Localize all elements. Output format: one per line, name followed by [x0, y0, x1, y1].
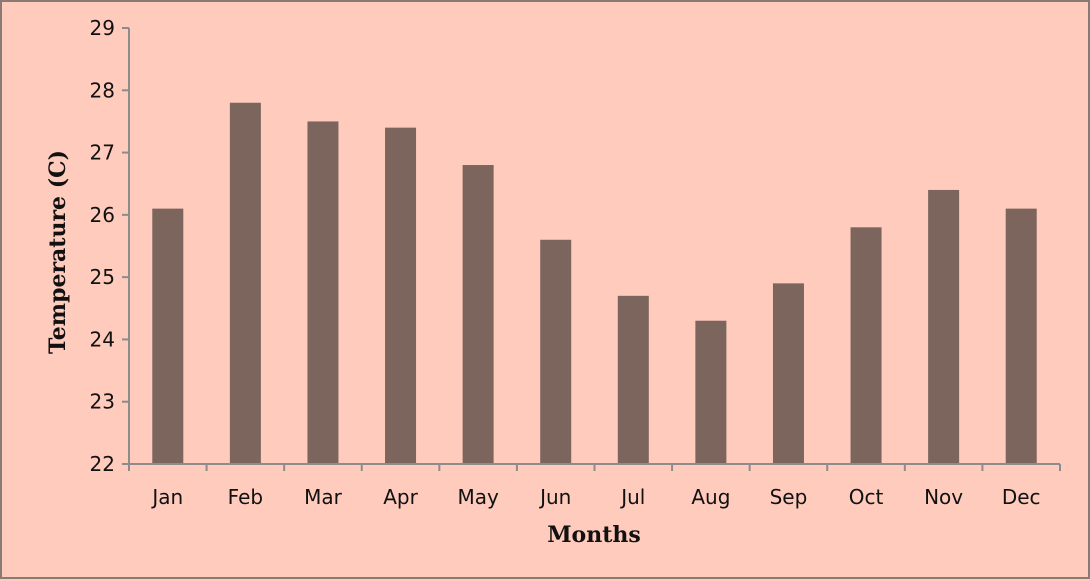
bar-feb [229, 102, 261, 464]
bar-jul [617, 295, 649, 464]
x-axis-ticks: Jan Feb Mar Apr May Jun Jul Aug Sep Oct Nov Dec [128, 464, 1061, 509]
y-axis-ticks: 22 23 24 25 26 27 28 29 [90, 16, 129, 476]
x-tick-label: Aug [691, 485, 730, 509]
bar-may [462, 165, 494, 464]
y-tick-label: 23 [90, 390, 115, 414]
bar-jun [540, 239, 572, 464]
y-tick-label: 24 [90, 327, 115, 351]
x-axis-title: Months [547, 522, 641, 548]
x-tick-label: Jul [619, 485, 645, 509]
bar-dec [1005, 208, 1037, 464]
y-tick-label: 27 [90, 141, 115, 165]
y-tick-label: 25 [90, 265, 115, 289]
x-tick-label: Nov [924, 485, 963, 509]
bar-jan [152, 208, 184, 464]
y-tick-label: 29 [90, 16, 115, 40]
x-tick-label: May [457, 485, 499, 509]
y-tick-label: 28 [90, 78, 115, 102]
y-axis-title: Temperature (C) [45, 150, 71, 354]
bar-apr [385, 127, 417, 465]
x-tick-label: Feb [228, 485, 263, 509]
bar-sep [772, 283, 804, 464]
y-tick-label: 26 [90, 203, 115, 227]
x-tick-label: Oct [849, 485, 884, 509]
x-tick-label: Sep [770, 485, 808, 509]
bar-aug [695, 320, 727, 464]
x-tick-label: Jan [150, 485, 183, 509]
x-tick-label: Apr [383, 485, 418, 509]
bars [152, 102, 1037, 465]
bar-nov [928, 189, 960, 464]
y-tick-label: 22 [90, 452, 115, 476]
x-tick-label: Jun [538, 485, 571, 509]
x-tick-label: Dec [1002, 485, 1041, 509]
bar-mar [307, 121, 339, 464]
bar-oct [850, 227, 882, 464]
x-tick-label: Mar [304, 485, 343, 509]
